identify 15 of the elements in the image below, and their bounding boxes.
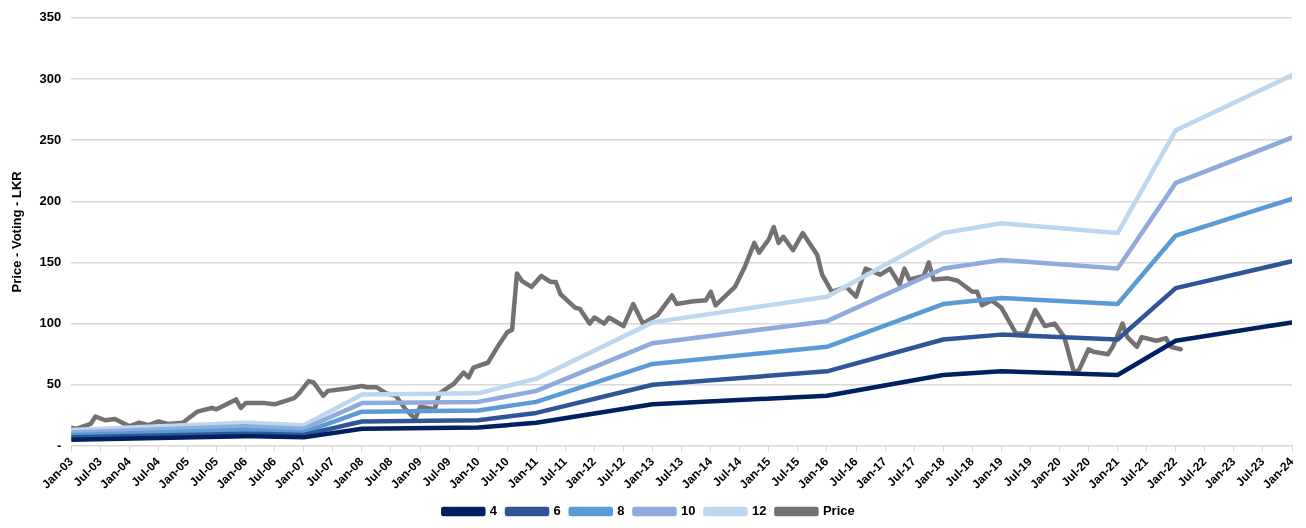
y-tick-label: 300 bbox=[39, 70, 62, 86]
legend-label: 12 bbox=[751, 503, 767, 519]
legend-label: 10 bbox=[680, 503, 696, 519]
y-tick-label: 250 bbox=[39, 131, 62, 147]
y-tick-label: 100 bbox=[39, 315, 62, 331]
legend-label: Price bbox=[822, 503, 855, 519]
y-tick-label: 200 bbox=[39, 192, 62, 208]
y-tick-label: 50 bbox=[46, 376, 62, 392]
legend-label: 8 bbox=[617, 503, 625, 519]
y-tick-label: 150 bbox=[39, 254, 62, 270]
y-tick-label: - bbox=[56, 437, 62, 453]
legend-label: 4 bbox=[489, 503, 498, 519]
y-axis-title: Price - Voting - LKR bbox=[9, 170, 25, 293]
legend-label: 6 bbox=[553, 503, 561, 519]
y-tick-label: 350 bbox=[39, 9, 62, 25]
